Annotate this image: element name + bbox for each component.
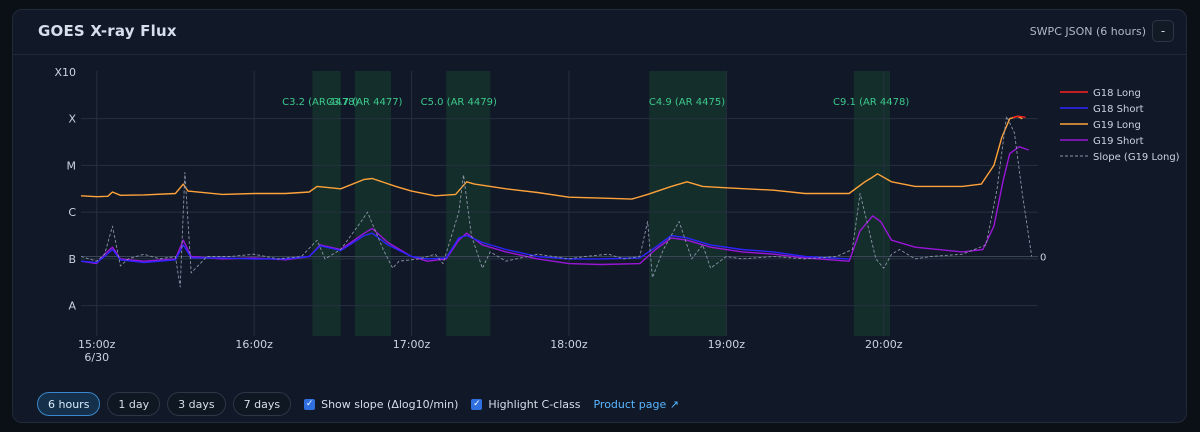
checkbox-checked-icon[interactable]: ✓ bbox=[471, 398, 483, 410]
data-source-label: SWPC JSON (6 hours) bbox=[1029, 25, 1146, 38]
legend-entry: G18 Short bbox=[1093, 104, 1144, 115]
slope-axis-zero-label: 0 bbox=[1040, 253, 1046, 264]
c-class-highlight-band bbox=[312, 71, 341, 336]
x-tick-label: 15:00z bbox=[78, 338, 116, 351]
range-7d-button[interactable]: 7 days bbox=[232, 392, 292, 416]
collapse-button[interactable]: - bbox=[1152, 20, 1174, 42]
series-line-g19-long bbox=[80, 115, 1023, 200]
series-line-g18-long bbox=[1012, 115, 1026, 118]
y-tick-label: C bbox=[68, 206, 76, 219]
x-tick-date-label: 6/30 bbox=[84, 351, 109, 364]
x-tick-label: 20:00z bbox=[865, 338, 903, 351]
y-tick-label: X bbox=[68, 113, 76, 126]
c-class-highlight-band bbox=[354, 71, 392, 336]
y-tick-label: X10 bbox=[54, 66, 76, 79]
legend-entry: G19 Short bbox=[1093, 136, 1144, 147]
legend-entry: Slope (G19 Long) bbox=[1093, 152, 1180, 163]
x-tick-label: 19:00z bbox=[708, 338, 746, 351]
range-3d-button[interactable]: 3 days bbox=[167, 392, 226, 416]
x-tick-label: 17:00z bbox=[393, 338, 431, 351]
flare-label: C3.2 (AR 4478) bbox=[282, 97, 358, 108]
show-slope-checkbox[interactable]: ✓ Show slope (Δlog10/min) bbox=[304, 398, 458, 411]
range-1d-button[interactable]: 1 day bbox=[107, 392, 161, 416]
highlight-c-class-checkbox[interactable]: ✓ Highlight C-class bbox=[471, 398, 580, 411]
y-tick-label: B bbox=[68, 253, 76, 266]
x-tick-label: 18:00z bbox=[550, 338, 588, 351]
legend-entry: G18 Long bbox=[1093, 88, 1141, 99]
c-class-highlight-band bbox=[649, 71, 727, 336]
y-tick-label: A bbox=[68, 300, 76, 313]
checkbox-checked-icon[interactable]: ✓ bbox=[304, 398, 316, 410]
x-tick-label: 16:00z bbox=[235, 338, 273, 351]
panel-header: GOES X-ray Flux SWPC JSON (6 hours) - bbox=[13, 10, 1186, 55]
chart-controls: 6 hours 1 day 3 days 7 days ✓ Show slope… bbox=[13, 384, 1186, 422]
series-line-g19-short bbox=[80, 146, 1029, 266]
c-class-highlight-band bbox=[853, 71, 891, 336]
panel-title: GOES X-ray Flux bbox=[38, 22, 177, 40]
highlight-c-class-label: Highlight C-class bbox=[488, 397, 581, 411]
flare-label: C5.0 (AR 4479) bbox=[421, 97, 497, 108]
show-slope-label: Show slope (Δlog10/min) bbox=[321, 397, 459, 411]
flare-label: C3.7 (AR 4477) bbox=[326, 97, 402, 108]
product-page-link[interactable]: Product page ↗ bbox=[593, 397, 679, 411]
flare-label: C9.1 (AR 4478) bbox=[833, 97, 909, 108]
xray-flux-panel: GOES X-ray Flux SWPC JSON (6 hours) - X1… bbox=[12, 9, 1187, 423]
legend-entry: G19 Long bbox=[1093, 120, 1141, 131]
flare-label: C4.9 (AR 4475) bbox=[649, 97, 725, 108]
series-line-slope bbox=[80, 115, 1033, 288]
y-tick-label: M bbox=[67, 159, 77, 172]
c-class-highlight-band bbox=[446, 71, 491, 336]
range-6h-button[interactable]: 6 hours bbox=[37, 392, 101, 416]
